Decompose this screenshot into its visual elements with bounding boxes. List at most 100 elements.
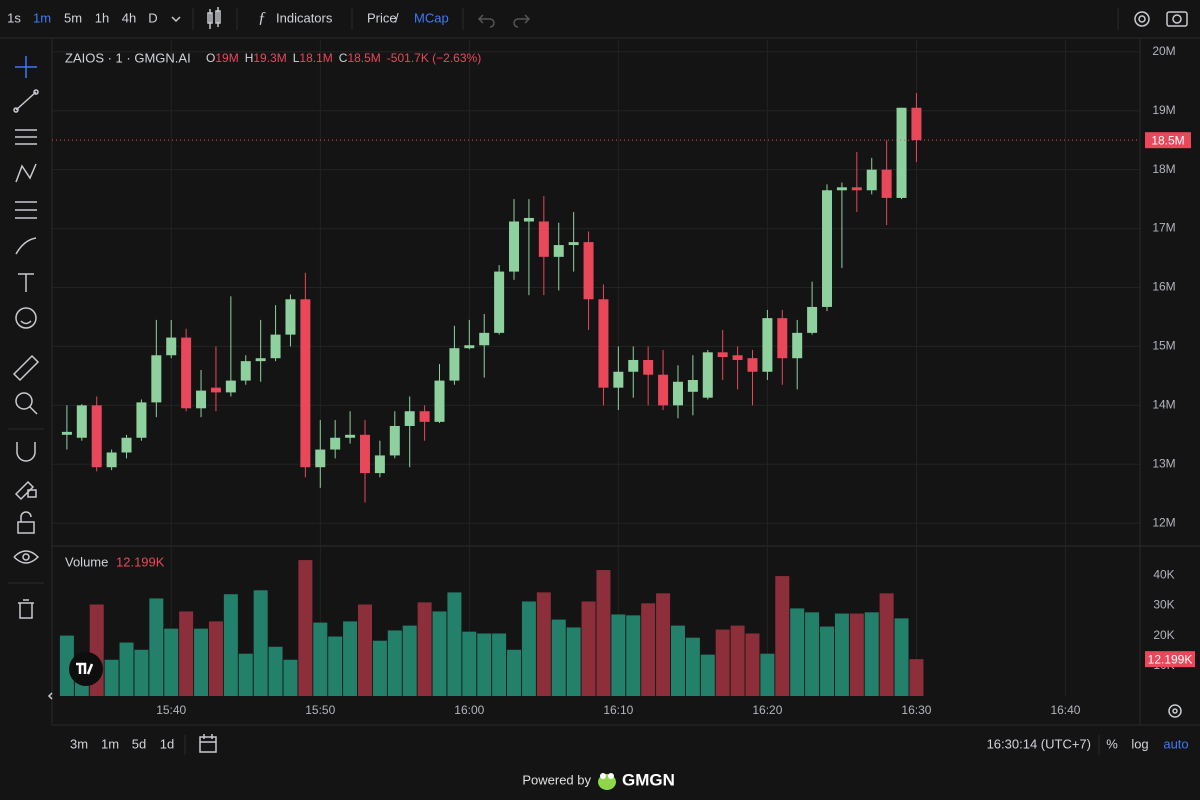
range-button[interactable]: 1d	[160, 736, 174, 751]
volume-bar	[581, 601, 596, 696]
candle-body	[330, 437, 341, 450]
candle-body	[628, 359, 639, 372]
redo-icon[interactable]	[513, 14, 531, 28]
legend-value: 19M	[215, 51, 238, 65]
volume-bar	[894, 618, 909, 696]
volume-bar	[685, 637, 700, 696]
candle-body	[136, 402, 147, 438]
timeframe[interactable]: D	[148, 10, 157, 25]
volume-bar	[626, 615, 641, 696]
date-range-icon[interactable]	[199, 734, 217, 753]
candle-body	[717, 352, 728, 358]
volume-bar	[313, 622, 328, 696]
legend-key: H	[245, 51, 254, 65]
candle-body	[702, 352, 713, 398]
screenshot-icon[interactable]	[1166, 11, 1188, 27]
last-volume-label: 12.199K	[1148, 652, 1193, 666]
axis-settings-icon[interactable]	[1168, 704, 1182, 718]
timeframe[interactable]: 4h	[122, 10, 136, 25]
x-tick-label: 15:40	[156, 703, 186, 717]
volume-bar	[775, 576, 790, 696]
log-toggle[interactable]: log	[1131, 736, 1148, 751]
candle-body	[509, 221, 520, 272]
volume-bar	[730, 625, 745, 696]
gmgn-logo	[598, 773, 616, 790]
candle-body	[553, 245, 564, 257]
percent-toggle[interactable]: %	[1106, 736, 1118, 751]
candle-body	[613, 371, 624, 388]
candle-body	[687, 380, 698, 392]
mcap-toggle[interactable]: MCap	[414, 10, 449, 25]
candle-body	[762, 318, 773, 372]
settings-icon[interactable]	[1134, 11, 1150, 27]
range-button[interactable]: 1m	[101, 736, 119, 751]
candle-body	[479, 332, 490, 346]
scroll-left[interactable]	[47, 692, 53, 700]
dropdown-icon[interactable]	[171, 16, 181, 23]
y-tick-label: 20M	[1152, 44, 1175, 58]
volume-bar	[909, 659, 924, 696]
y-tick-label: 14M	[1152, 398, 1175, 412]
legend-change: -501.7K (−2.63%)	[387, 51, 481, 65]
candle-body	[225, 380, 236, 393]
volume-bar	[357, 604, 372, 696]
candle-type-icon[interactable]	[207, 7, 221, 29]
candle-body	[76, 405, 87, 438]
candle-body	[881, 169, 892, 198]
range-button[interactable]: 5d	[132, 736, 146, 751]
candle-body	[523, 217, 534, 222]
x-tick-label: 16:10	[603, 703, 633, 717]
y-tick-label: 16M	[1152, 280, 1175, 294]
volume-bar	[208, 621, 223, 696]
candle-body	[419, 411, 430, 422]
volume-bar	[283, 659, 298, 696]
indicators-button[interactable]: Indicators	[276, 10, 333, 25]
candle-body	[851, 187, 862, 191]
candle-body	[568, 242, 579, 246]
candle-body	[151, 355, 162, 403]
candle-body	[792, 332, 803, 359]
fx-icon[interactable]: ƒ	[258, 10, 266, 27]
volume-bar	[253, 590, 268, 696]
timeframe[interactable]: 1s	[7, 10, 21, 25]
volume-bar	[432, 611, 447, 696]
candle-body	[255, 358, 266, 362]
left-toolbar[interactable]	[12, 56, 40, 619]
separator-text: /	[395, 10, 399, 25]
y-tick-label: 15M	[1152, 339, 1175, 353]
volume-bar	[447, 592, 462, 696]
candle-body	[777, 318, 788, 359]
candle-body	[315, 449, 326, 468]
price-toggle[interactable]: Price	[367, 10, 397, 25]
volume-bar	[268, 646, 283, 696]
timeframe[interactable]: 5m	[64, 10, 82, 25]
x-tick-label: 16:30	[901, 703, 931, 717]
y-tick-label: 18M	[1152, 162, 1175, 176]
volume-bar	[372, 640, 387, 696]
powered-by: Powered by	[522, 772, 591, 787]
undo-icon[interactable]	[477, 14, 495, 28]
candle-body	[836, 187, 847, 191]
volume-bar	[477, 633, 492, 696]
candle-body	[196, 390, 207, 409]
tv-logo-mark	[76, 662, 94, 675]
candle-body	[866, 169, 877, 191]
volume-bar	[566, 627, 581, 696]
volume-bar	[745, 633, 760, 696]
y-tick-label: 13M	[1152, 456, 1175, 470]
volume-bar	[179, 611, 194, 696]
y-tick-label: 19M	[1152, 103, 1175, 117]
auto-toggle[interactable]: auto	[1163, 736, 1188, 751]
timeframe[interactable]: 1h	[95, 10, 109, 25]
last-price-label: 18.5M	[1151, 133, 1184, 147]
candle-body	[345, 434, 356, 438]
timeframe[interactable]: 1m	[33, 10, 51, 25]
legend-value: 18.5M	[347, 51, 380, 65]
candle-body	[300, 299, 311, 468]
range-button[interactable]: 3m	[70, 736, 88, 751]
volume-bar	[119, 642, 134, 696]
candle-body	[643, 359, 654, 375]
volume-bar	[879, 593, 894, 696]
last-volume-box	[1145, 651, 1195, 668]
candle-body	[374, 455, 385, 474]
